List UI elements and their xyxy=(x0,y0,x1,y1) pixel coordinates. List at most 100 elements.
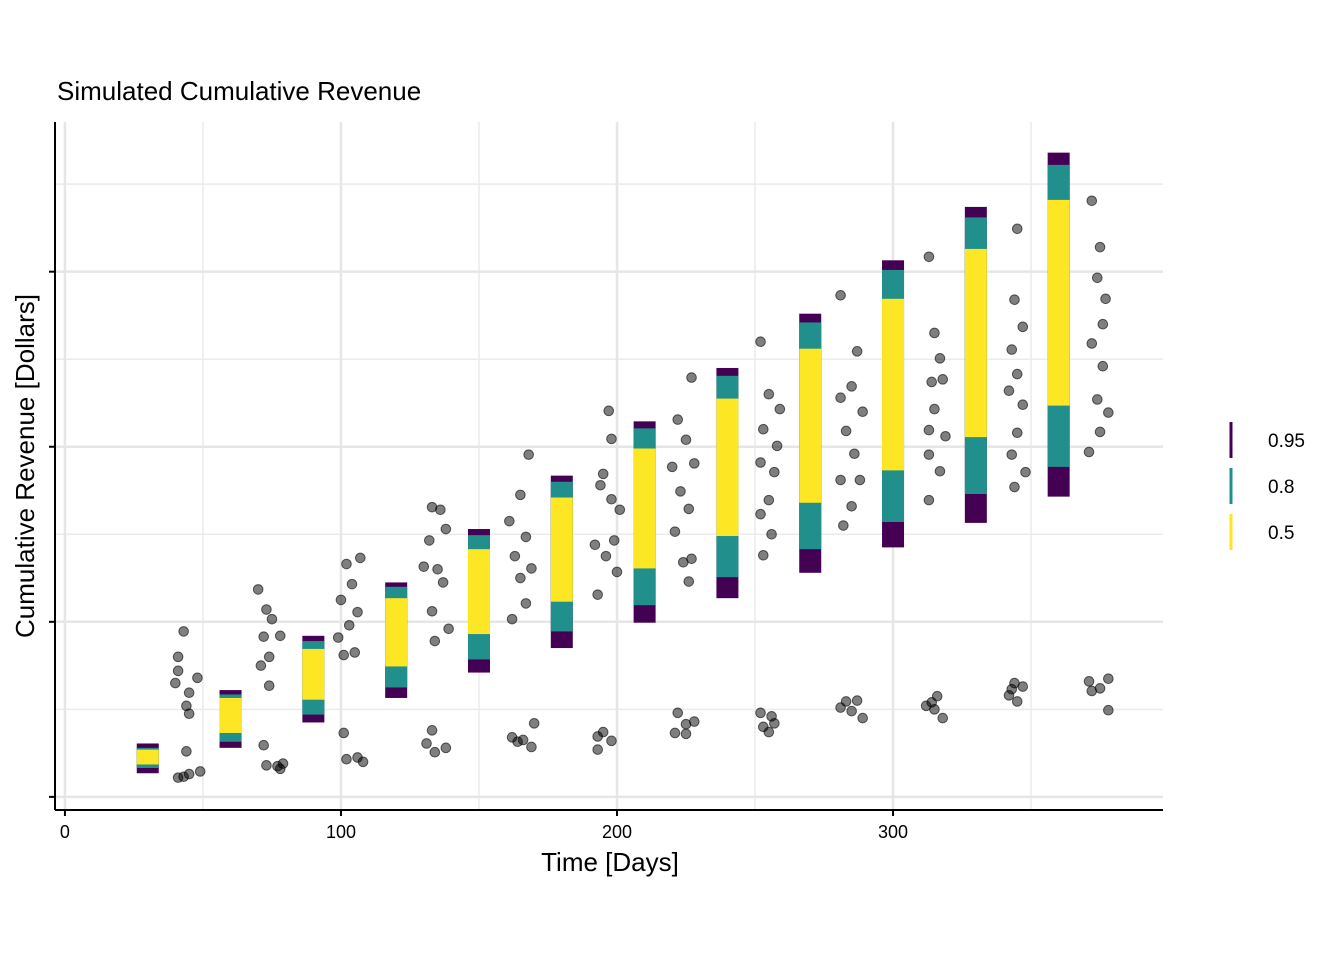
data-point xyxy=(1103,673,1114,685)
interval-bar xyxy=(882,298,905,471)
data-point xyxy=(595,479,606,491)
data-point xyxy=(755,336,766,348)
data-point xyxy=(178,626,189,637)
data-point xyxy=(680,728,692,740)
data-point xyxy=(346,578,358,590)
data-point xyxy=(686,553,697,565)
data-point xyxy=(1083,446,1095,458)
x-tick-label: 300 xyxy=(878,822,908,842)
data-point xyxy=(614,504,626,516)
data-point xyxy=(840,425,852,437)
data-point xyxy=(526,563,537,574)
data-point xyxy=(835,290,846,301)
data-point xyxy=(1011,427,1023,439)
data-point xyxy=(835,474,846,486)
data-point xyxy=(940,430,951,442)
data-point xyxy=(758,423,769,435)
data-point xyxy=(763,388,775,400)
data-point xyxy=(849,448,860,460)
data-point xyxy=(1017,321,1029,333)
data-point xyxy=(194,766,206,777)
data-point xyxy=(520,598,532,609)
data-point xyxy=(838,520,849,531)
data-point xyxy=(931,690,943,702)
data-point xyxy=(263,651,275,663)
data-point xyxy=(1094,426,1106,438)
data-point xyxy=(1097,360,1109,372)
interval-bar xyxy=(633,448,656,569)
data-point xyxy=(1103,407,1114,418)
data-point xyxy=(517,734,529,746)
data-point xyxy=(846,500,857,512)
data-point xyxy=(332,632,344,643)
data-point xyxy=(675,486,686,497)
data-point xyxy=(258,631,269,642)
data-point xyxy=(172,651,184,663)
data-point xyxy=(666,461,678,473)
data-point xyxy=(774,403,786,415)
data-point xyxy=(1006,344,1018,355)
data-point xyxy=(421,738,432,749)
data-point xyxy=(606,493,617,505)
data-point xyxy=(258,739,269,751)
data-point xyxy=(1011,368,1023,380)
data-point xyxy=(669,526,681,537)
data-point xyxy=(435,504,446,516)
data-point xyxy=(929,327,940,339)
data-point xyxy=(266,613,278,625)
data-point xyxy=(672,707,684,719)
data-point xyxy=(526,741,537,753)
data-point xyxy=(937,374,949,385)
data-point xyxy=(506,732,518,743)
interval-bar xyxy=(467,549,490,635)
data-point xyxy=(846,705,857,717)
data-point xyxy=(769,718,780,729)
data-point xyxy=(341,753,352,765)
data-point xyxy=(937,712,949,724)
interval-bar xyxy=(1047,199,1070,406)
data-point xyxy=(923,251,935,263)
data-point xyxy=(1094,241,1106,253)
data-point xyxy=(1086,195,1098,207)
data-point xyxy=(274,630,286,642)
data-point xyxy=(338,649,350,661)
data-point xyxy=(252,584,264,595)
data-point xyxy=(592,744,603,755)
data-point xyxy=(1097,318,1109,330)
data-point xyxy=(923,424,935,436)
data-point xyxy=(349,647,361,658)
data-point xyxy=(523,449,534,460)
data-point xyxy=(335,594,347,606)
interval-bar xyxy=(136,749,159,765)
data-point xyxy=(846,381,857,392)
data-point xyxy=(611,566,623,578)
data-point xyxy=(771,440,783,452)
data-point xyxy=(1083,676,1095,687)
data-point xyxy=(261,604,272,615)
data-point xyxy=(1011,223,1023,235)
data-point xyxy=(835,702,846,713)
data-point xyxy=(352,606,363,618)
data-point xyxy=(515,489,526,501)
data-point xyxy=(755,508,766,520)
data-point xyxy=(440,742,452,754)
data-point xyxy=(183,687,195,699)
data-point xyxy=(504,515,515,527)
data-point xyxy=(606,433,617,445)
data-point xyxy=(509,550,521,562)
data-point xyxy=(506,613,518,625)
data-point xyxy=(755,707,766,719)
data-point xyxy=(672,414,684,425)
data-point xyxy=(669,727,681,739)
data-point xyxy=(515,572,526,584)
data-point xyxy=(835,392,846,404)
data-point xyxy=(603,405,615,417)
data-point xyxy=(934,353,946,364)
data-point xyxy=(1086,338,1098,349)
x-tick-label: 100 xyxy=(326,822,356,842)
data-point xyxy=(426,725,438,736)
data-point xyxy=(1003,690,1015,701)
data-point xyxy=(683,503,695,515)
data-point xyxy=(443,623,454,635)
